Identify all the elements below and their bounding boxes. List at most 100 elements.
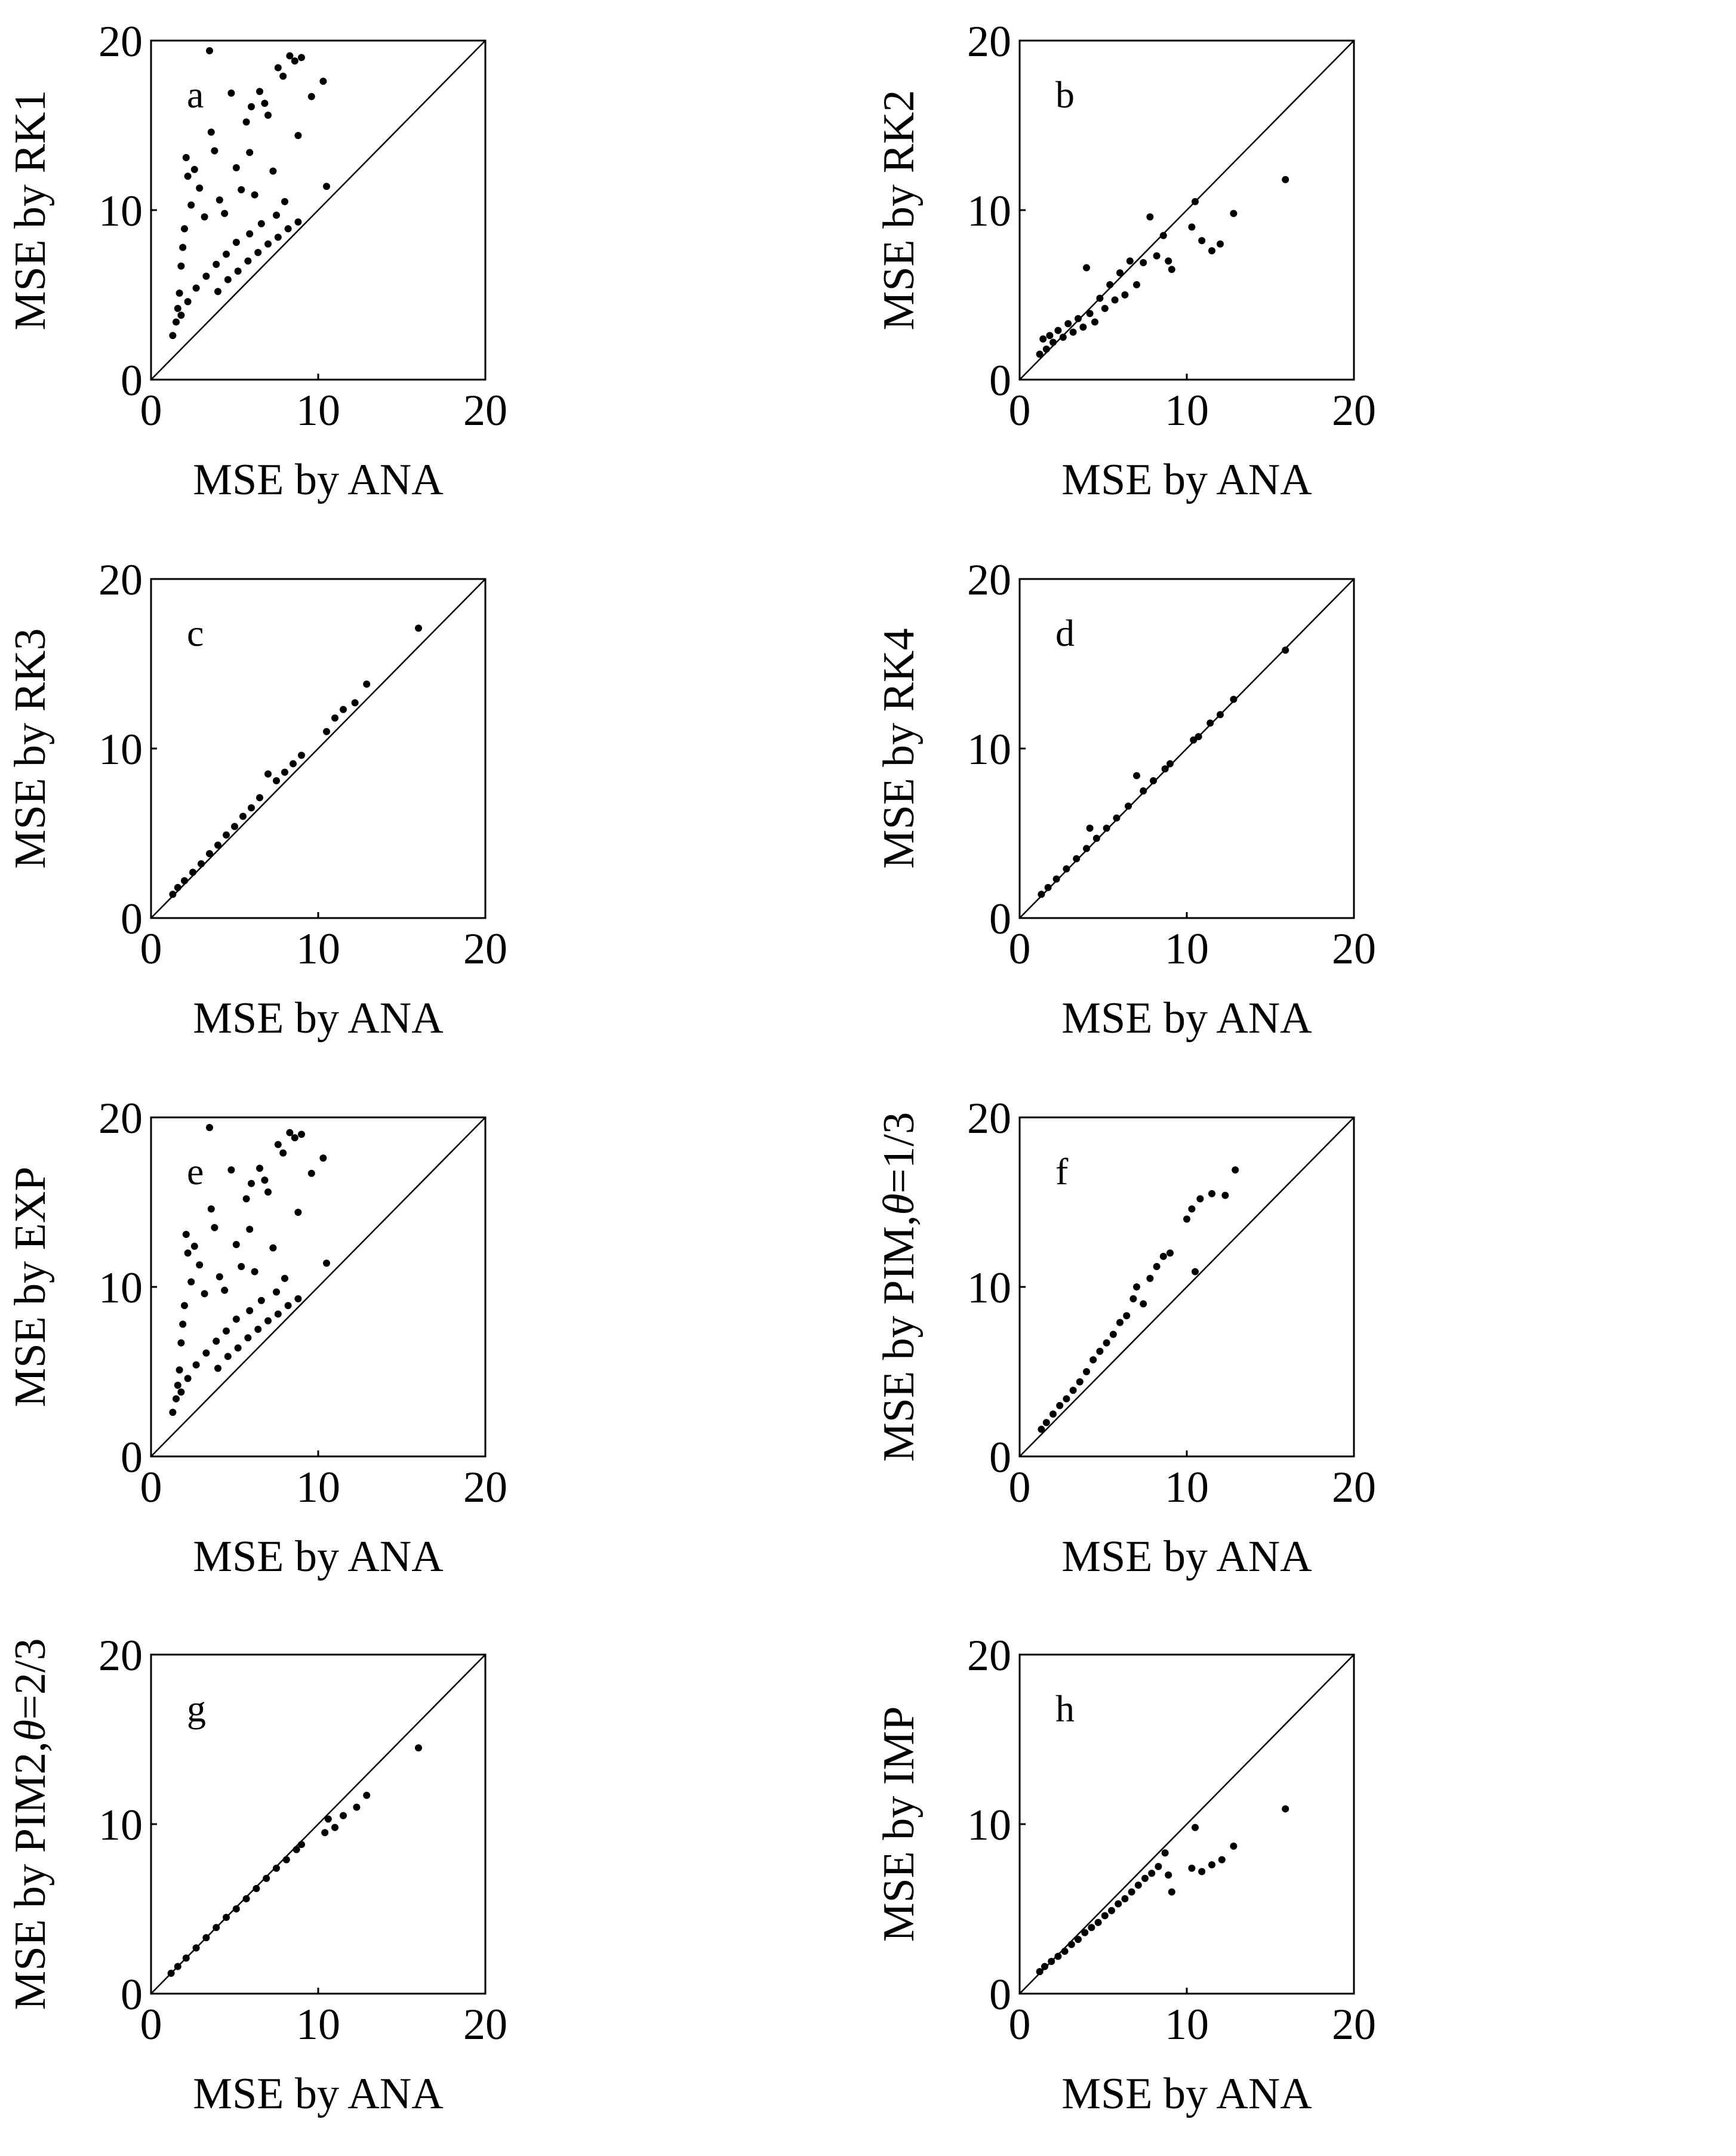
panel-c-data-point (174, 883, 181, 891)
panel-e-data-point (177, 1388, 185, 1396)
panel-f-data-point (1049, 1410, 1057, 1418)
panel-b-data-point (1121, 291, 1129, 298)
panel-f-x-tick-label: 20 (1332, 1463, 1376, 1512)
panel-c-y-axis-title: MSE by RK3 (6, 629, 55, 869)
panel-b-y-tick-label: 10 (967, 187, 1011, 236)
panel-c-y-axis-title-part: MSE by RK3 (6, 629, 55, 869)
panel-h-data-point (1230, 1842, 1238, 1850)
panel-a-x-tick-label: 10 (296, 386, 340, 435)
panel-a-data-point (176, 289, 183, 297)
panel-h-y-axis-title: MSE by IMP (875, 1707, 924, 1942)
panel-e-data-point (201, 1290, 208, 1298)
panel-f-data-point (1133, 1283, 1140, 1290)
panel-g-data-point (213, 1924, 220, 1932)
panel-c-data-point (281, 768, 288, 776)
panel-h-data-point (1121, 1895, 1129, 1902)
panel-a-data-point (207, 128, 215, 136)
panel-b-y-axis-title-part: MSE by RK2 (875, 90, 924, 331)
panel-a-data-point (206, 47, 213, 55)
panel-d-y-axis-title-part: MSE by RK4 (875, 629, 924, 869)
panel-a-data-point (307, 93, 315, 100)
panel-e-data-point (207, 1205, 215, 1213)
panel-b-data-point (1208, 247, 1215, 255)
panel-d-y-tick-label: 10 (967, 725, 1011, 774)
panel-h-x-tick-label: 20 (1332, 2000, 1376, 2049)
panel-h-points (1036, 1805, 1289, 1976)
panel-d-data-point (1166, 760, 1174, 768)
panel-h-data-point (1155, 1863, 1162, 1870)
panel-d-data-point (1052, 875, 1060, 883)
panel-e-y-tick-label: 0 (121, 1433, 143, 1482)
panel-f-letter: f (1055, 1150, 1069, 1193)
panel-d-data-point (1195, 733, 1202, 741)
panel-a-data-point (242, 118, 250, 126)
panel-c-data-point (290, 760, 297, 768)
panel-d-data-point (1190, 736, 1198, 744)
panel-b-x-tick-label: 0 (1009, 386, 1031, 435)
panel-d: 00 10 10 20 20 MSE by ANA MSE by RK4 d (875, 556, 1376, 1043)
panel-a-x-tick-label: 20 (463, 386, 507, 435)
panel-g-data-point (321, 1829, 329, 1837)
panel-e-data-point (246, 1225, 254, 1233)
panel-a-data-point (181, 225, 188, 233)
panel-e-data-point (256, 1165, 263, 1172)
panel-e-data-point (319, 1154, 327, 1162)
panel-e-data-point (177, 1339, 185, 1347)
panel-f-data-point (1153, 1262, 1161, 1270)
panel-h-data-point (1282, 1805, 1289, 1813)
panel-b-data-point (1217, 240, 1224, 248)
panel-e-data-point (274, 1141, 282, 1148)
panel-e-data-point (248, 1179, 255, 1187)
panel-g-x-tick-label: 20 (463, 2000, 507, 2049)
panel-a-data-point (281, 198, 288, 205)
panel-h-data-point (1218, 1856, 1226, 1864)
panel-a-data-point (221, 210, 229, 217)
panel-a-data-point (264, 111, 272, 119)
panel-b-data-point (1079, 323, 1087, 331)
panel-e-y-axis-title: MSE by EXP (6, 1167, 55, 1407)
panel-h-data-point (1041, 1963, 1048, 1970)
panel-c-data-point (239, 812, 247, 820)
panel-b-data-point (1153, 252, 1161, 260)
panel-b-data-point (1106, 281, 1114, 288)
panel-g-data-point (353, 1803, 361, 1811)
panel-b-data-point (1198, 237, 1206, 245)
panel-e-data-point (281, 1274, 288, 1282)
panel-c-data-point (169, 891, 177, 898)
panel-g-data-point (331, 1824, 338, 1831)
panel-b-data-point (1159, 232, 1167, 239)
panel-f-data-point (1146, 1274, 1154, 1282)
panel-d-x-tick-label: 0 (1009, 925, 1031, 974)
panel-d-letter: d (1055, 612, 1075, 654)
panel-e-data-point (269, 1244, 277, 1252)
panel-c-data-point (256, 794, 263, 802)
panel-c-data-point (223, 831, 230, 839)
panel-h-data-point (1192, 1824, 1199, 1831)
panel-h-diagonal-line (1019, 1654, 1355, 1994)
panel-d-x-axis-title: MSE by ANA (1061, 994, 1312, 1043)
panel-g-data-point (415, 1744, 422, 1752)
panel-a-data-point (319, 78, 327, 85)
panel-d-y-tick-label: 20 (967, 556, 1011, 605)
panel-e-data-point (242, 1195, 250, 1203)
panel-e-data-point (192, 1361, 200, 1369)
panel-f-data-point (1069, 1387, 1077, 1394)
panel-c-x-axis-title: MSE by ANA (193, 994, 443, 1043)
panel-b: 00 10 10 20 20 MSE by ANA MSE by RK2 b (875, 17, 1376, 504)
panel-d-data-point (1161, 765, 1169, 773)
panel-e-data-point (211, 1224, 218, 1231)
panel-f: 00 10 10 20 20 MSE by ANA MSE by PIM,θ=1/3 f (875, 1094, 1376, 1581)
panel-a-data-point (269, 167, 277, 175)
panel-d-data-point (1230, 695, 1238, 703)
panel-a-data-point (273, 211, 280, 219)
panel-g-x-axis-title: MSE by ANA (193, 2069, 443, 2118)
panel-h-data-point (1188, 1864, 1196, 1872)
panel-h-data-point (1165, 1871, 1172, 1879)
panel-f-data-point (1140, 1300, 1147, 1308)
panel-g-y-axis-title: MSE by PIM2,θ=2/3 (6, 1638, 55, 2010)
panel-a-data-point (202, 272, 210, 280)
panel-d-data-point (1282, 646, 1289, 654)
panel-e-data-point (196, 1261, 204, 1269)
panel-b-letter: b (1055, 73, 1075, 116)
panel-a-data-point (173, 318, 180, 326)
